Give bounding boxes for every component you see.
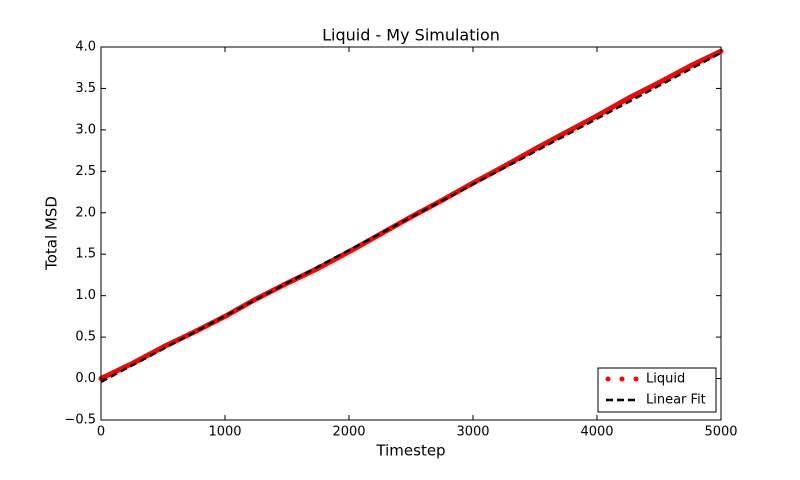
y-tick-label: 3.5 — [75, 81, 96, 96]
chart-title: Liquid - My Simulation — [322, 26, 500, 45]
legend-swatch — [605, 376, 611, 382]
y-tick-label: 4.0 — [75, 40, 96, 55]
x-tick-label: 1000 — [208, 425, 241, 440]
y-tick-label: 2.5 — [75, 164, 96, 179]
legend-box — [597, 367, 717, 413]
y-tick-label: 1.5 — [75, 247, 96, 262]
series-line — [100, 51, 722, 383]
y-tick-label: 1.0 — [75, 288, 96, 303]
x-tick-label: 4000 — [580, 425, 613, 440]
x-tick-label: 5000 — [704, 425, 737, 440]
legend-swatch — [633, 376, 639, 382]
legend-swatch — [619, 376, 625, 382]
x-axis-label: Timestep — [375, 442, 445, 460]
y-axis-label: Total MSD — [43, 196, 61, 271]
x-tick-label: 0 — [97, 425, 105, 440]
legend-label: Linear Fit — [646, 393, 706, 408]
y-tick-label: 0.5 — [75, 330, 96, 345]
series-line — [98, 48, 724, 382]
y-tick-label: 3.0 — [75, 122, 96, 137]
legend-label: Liquid — [646, 372, 685, 387]
y-tick-label: 2.0 — [75, 205, 96, 220]
x-tick-label: 3000 — [456, 425, 489, 440]
x-tick-label: 2000 — [332, 425, 365, 440]
y-tick-label: 0.0 — [75, 371, 96, 386]
y-tick-label: −0.5 — [64, 413, 96, 428]
plot-frame — [100, 46, 722, 421]
